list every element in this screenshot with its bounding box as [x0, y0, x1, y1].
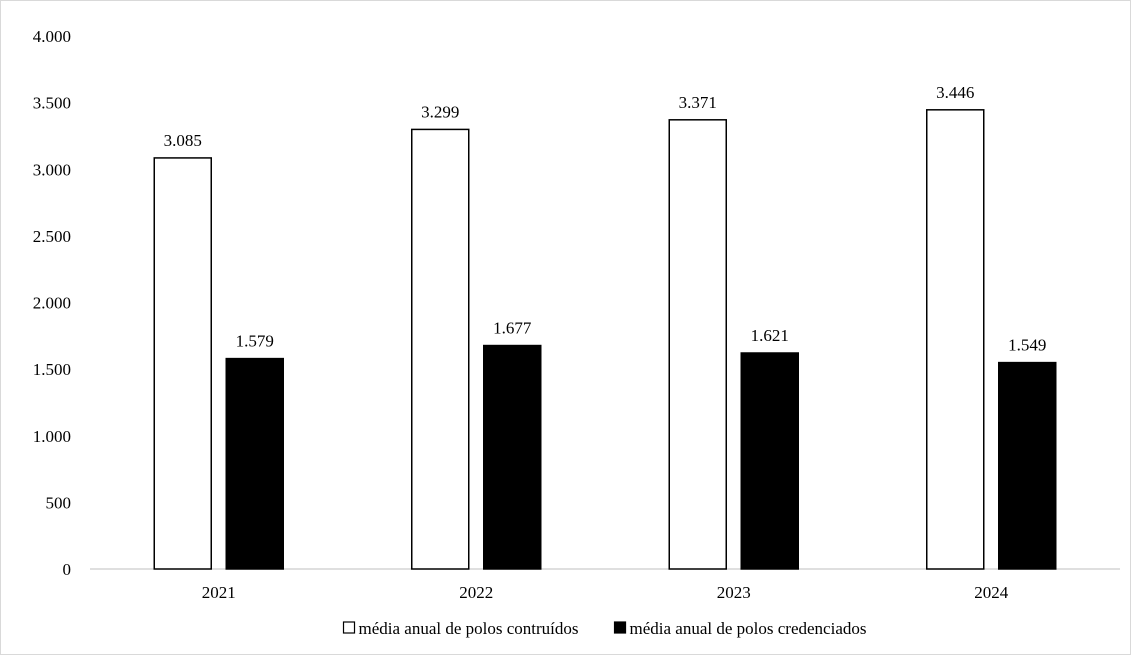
bar-credenciados-2024 [998, 361, 1057, 570]
y-axis-tick-labels: 0 500 1.000 1.500 2.000 2.500 3.000 3.500 4.000 [33, 27, 71, 579]
y-tick-label: 3.500 [33, 94, 71, 113]
data-label: 3.446 [936, 83, 974, 102]
legend-label: média anual de polos contruídos [359, 619, 579, 638]
data-labels: 3.085 1.579 3.299 1.677 3.371 1.621 3.446 1.549 [164, 83, 1047, 355]
bar-construidos-2023 [668, 119, 727, 570]
x-axis-tick-labels: 2021 2022 2023 2024 [202, 583, 1009, 602]
y-tick-label: 4.000 [33, 27, 71, 46]
y-tick-label: 2.500 [33, 227, 71, 246]
bar-construidos-2021 [153, 157, 212, 570]
bar-construidos-2024 [926, 109, 985, 570]
y-tick-label: 2.000 [33, 294, 71, 313]
x-tick-label: 2022 [459, 583, 493, 602]
x-tick-label: 2023 [717, 583, 751, 602]
data-label: 3.371 [679, 93, 717, 112]
bar-credenciados-2023 [740, 352, 799, 570]
y-tick-label: 3.000 [33, 160, 71, 179]
y-tick-label: 0 [63, 560, 72, 579]
bar-credenciados-2022 [483, 344, 542, 570]
data-label: 1.677 [493, 319, 532, 338]
data-label: 1.621 [751, 326, 789, 345]
y-tick-label: 500 [46, 493, 72, 512]
legend-item: média anual de polos credenciados [613, 619, 867, 638]
bar-credenciados-2021 [225, 357, 284, 570]
x-tick-label: 2021 [202, 583, 236, 602]
y-tick-label: 1.000 [33, 427, 71, 446]
bar-construidos-2022 [411, 128, 470, 570]
data-label: 3.085 [164, 131, 202, 150]
data-label: 3.299 [421, 102, 459, 121]
legend-item: média anual de polos contruídos [342, 619, 579, 638]
legend-label: média anual de polos credenciados [630, 619, 867, 638]
data-label: 1.549 [1008, 336, 1046, 355]
data-label: 1.579 [236, 332, 274, 351]
y-tick-label: 1.500 [33, 360, 71, 379]
legend-swatch [613, 621, 627, 634]
x-tick-label: 2024 [974, 583, 1009, 602]
legend-swatch [342, 621, 356, 634]
bars [153, 109, 1057, 570]
legend: média anual de polos contruídos média anu… [342, 619, 867, 638]
